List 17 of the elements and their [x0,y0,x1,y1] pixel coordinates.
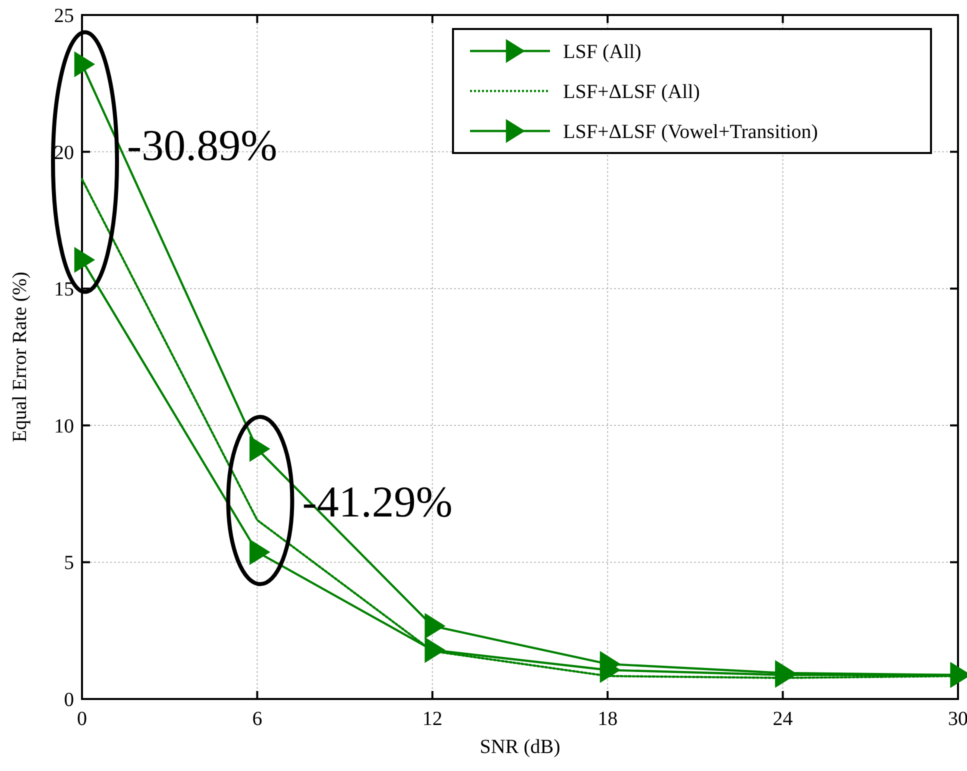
x-tick-label: 24 [772,708,793,730]
y-tick-label: 20 [54,142,74,164]
x-tick-label: 6 [252,708,262,730]
y-tick-label: 5 [64,552,74,574]
x-tick-label: 30 [948,708,967,730]
y-tick-label: 15 [54,278,74,301]
x-axis-title: SNR (dB) [480,736,560,758]
legend-label: LSF (All) [563,41,642,63]
x-tick-label: 18 [598,708,618,730]
x-tick-label: 12 [422,708,442,730]
annotation: -30.89% [127,121,278,170]
legend-label: LSF+ΔLSF (Vowel+Transition) [563,121,818,143]
y-tick-label: 10 [54,415,74,438]
legend-label: LSF+ΔLSF (All) [563,81,700,103]
y-tick-label: 0 [64,689,74,711]
y-tick-label: 25 [54,5,74,27]
y-axis-title: Equal Error Rate (%) [9,272,31,442]
